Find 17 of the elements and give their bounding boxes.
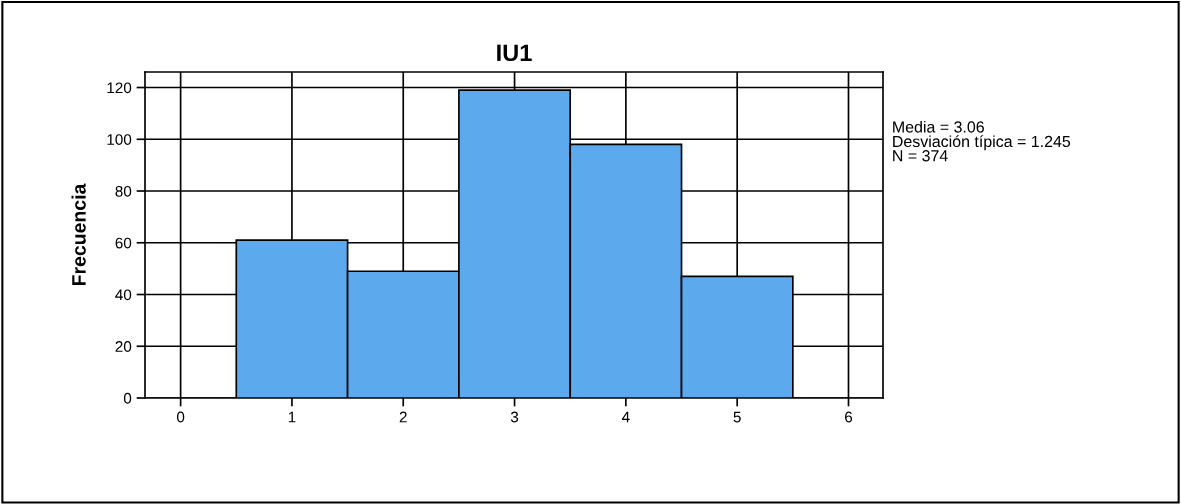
- x-tick-label: 5: [733, 411, 741, 423]
- y-tick-label: 80: [115, 185, 132, 197]
- x-tick-label: 1: [288, 411, 296, 423]
- y-tick-label: 120: [107, 82, 132, 94]
- text: Media = 3.06 Desviación típica = 1.245 N = 374: [893, 120, 1071, 162]
- y-axis-title: Frecuencia: [71, 183, 86, 286]
- y-tick-label: 0: [123, 392, 132, 404]
- x-tick-label: 4: [621, 411, 630, 423]
- x-tick-label: 2: [399, 411, 407, 423]
- y-tick-label: 20: [115, 341, 132, 352]
- x-tick-label: 0: [176, 411, 185, 423]
- y-tick-label: 40: [115, 289, 132, 301]
- y-tick-label: 60: [115, 237, 132, 249]
- x-tick-label: 6: [845, 411, 853, 423]
- y-tick-label: 100: [107, 134, 132, 145]
- x-tick-label: 3: [510, 411, 519, 423]
- chart-title: IU1: [497, 44, 532, 62]
